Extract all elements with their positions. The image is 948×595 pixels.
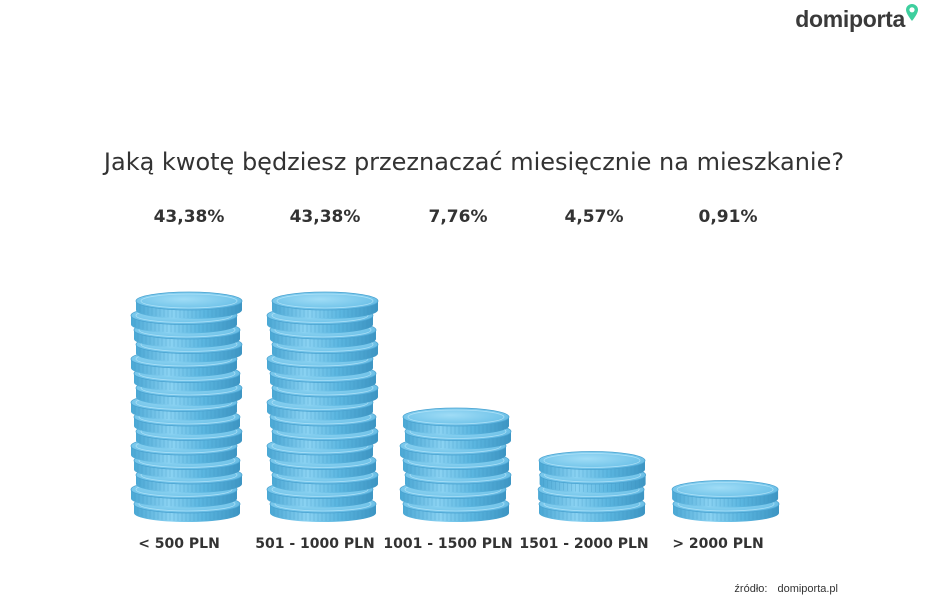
category-label: < 500 PLN — [138, 536, 220, 552]
value-label: 4,57% — [565, 207, 624, 227]
coin-stack — [671, 480, 780, 522]
coin — [135, 291, 243, 319]
value-label: 0,91% — [699, 207, 758, 227]
category-label: 1001 - 1500 PLN — [383, 536, 512, 552]
coin-stack — [130, 291, 243, 522]
category-label: 501 - 1000 PLN — [255, 536, 375, 552]
value-label: 43,38% — [290, 207, 361, 227]
map-pin-icon — [906, 4, 918, 21]
coin-stack — [399, 407, 512, 522]
coin — [671, 480, 779, 508]
source-label: źródło: — [734, 583, 768, 595]
coin — [402, 407, 510, 435]
source-value: domiporta.pl — [777, 583, 838, 595]
coin-stack — [266, 291, 379, 522]
domiporta-logo: domiporta — [795, 4, 918, 33]
coin — [271, 291, 379, 319]
chart-title: Jaką kwotę będziesz przeznaczać miesięcz… — [103, 148, 845, 176]
coin-stack — [537, 451, 646, 522]
category-label: 1501 - 2000 PLN — [519, 536, 648, 552]
source-note: źródło: domiporta.pl — [734, 583, 838, 595]
logo-text: domiporta — [795, 6, 905, 32]
category-label: > 2000 PLN — [672, 536, 763, 552]
coin — [538, 451, 646, 479]
value-label: 7,76% — [429, 207, 488, 227]
value-label: 43,38% — [154, 207, 225, 227]
